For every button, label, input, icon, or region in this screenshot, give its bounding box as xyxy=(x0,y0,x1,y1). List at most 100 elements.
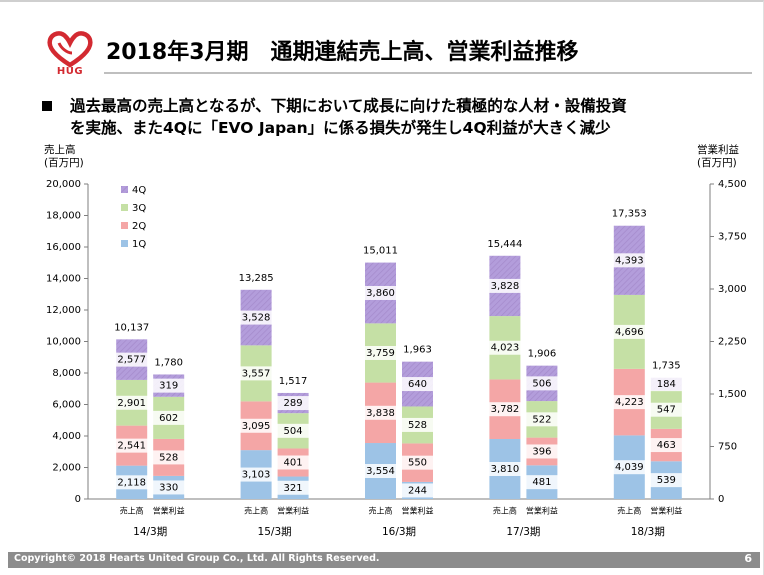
profit-value-label-bg xyxy=(401,483,434,498)
period-label: 14/3期 xyxy=(133,526,167,538)
sales-value-label: 4,393 xyxy=(615,255,644,266)
sales-value-label-bg xyxy=(364,405,397,420)
sales-value-label-bg xyxy=(488,278,521,293)
sales-value-label: 3,810 xyxy=(491,464,520,475)
profit-total-label: 1,780 xyxy=(154,357,183,368)
bar-category-label: 営業利益 xyxy=(277,506,309,516)
left-tick-label: 12,000 xyxy=(46,305,81,316)
page-number: 6 xyxy=(744,552,752,565)
legend-label: 3Q xyxy=(132,203,146,214)
profit-value-label: 528 xyxy=(408,420,427,431)
profit-value-label-bg xyxy=(401,417,434,432)
left-tick-label: 10,000 xyxy=(46,337,81,348)
legend-label: 2Q xyxy=(132,221,146,232)
profit-value-label-bg xyxy=(401,455,434,470)
right-tick-label: 2,250 xyxy=(718,337,747,348)
bar-category-label: 売上高 xyxy=(369,506,393,516)
profit-value-label-bg xyxy=(277,396,310,411)
left-tick-label: 14,000 xyxy=(46,274,81,285)
title-divider xyxy=(104,72,752,74)
sales-value-label: 3,860 xyxy=(366,288,395,299)
bar-category-label: 売上高 xyxy=(120,506,144,516)
sales-value-label-bg xyxy=(115,438,148,453)
sales-value-label-bg xyxy=(115,395,148,410)
sales-value-label: 3,528 xyxy=(242,313,271,324)
copyright-text: Copyright© 2018 Hearts United Group Co.,… xyxy=(14,553,380,564)
profit-value-label-bg xyxy=(525,475,558,490)
profit-value-label-bg xyxy=(277,423,310,438)
profit-value-label: 522 xyxy=(532,414,551,425)
period-label: 15/3期 xyxy=(258,526,292,538)
sales-value-label: 3,828 xyxy=(491,281,520,292)
bar-category-label: 売上高 xyxy=(493,506,517,516)
profit-value-label-bg xyxy=(650,377,683,392)
sales-value-label-bg xyxy=(240,366,273,381)
profit-value-label: 528 xyxy=(159,452,178,463)
left-tick-label: 8,000 xyxy=(52,368,81,379)
sales-value-label-bg xyxy=(613,395,646,410)
legend-swatch-3q xyxy=(121,204,128,211)
profit-value-label-bg xyxy=(650,402,683,417)
left-axis-title-line-1: 売上高 xyxy=(44,144,76,156)
profit-value-label: 504 xyxy=(284,426,303,437)
profit-value-label: 481 xyxy=(532,477,551,488)
heart-logo-icon xyxy=(47,31,93,68)
left-axis-title-line-2: (百万円) xyxy=(44,157,84,169)
right-tick-label: 1,500 xyxy=(718,389,747,400)
period-label: 18/3期 xyxy=(631,526,665,538)
sales-total-label: 10,137 xyxy=(114,322,149,333)
legend-swatch-2q xyxy=(121,222,128,229)
sales-total-label: 15,444 xyxy=(487,239,522,250)
sales-value-label-bg xyxy=(115,352,148,367)
profit-total-label: 1,517 xyxy=(279,376,308,387)
profit-value-label: 321 xyxy=(284,483,303,494)
sales-value-label: 3,554 xyxy=(366,466,395,477)
right-tick-label: 750 xyxy=(718,442,737,453)
right-tick-label: 3,750 xyxy=(718,232,747,243)
sales-value-label-bg xyxy=(115,475,148,490)
headline-line-2: を実施、また4Qに「EVO Japan」に係る損失が発生し4Q利益が大きく減少 xyxy=(70,119,611,137)
sales-value-label: 2,577 xyxy=(117,355,146,366)
legend-swatch-1q xyxy=(121,240,128,247)
profit-value-label-bg xyxy=(152,480,185,495)
profit-total-label: 1,906 xyxy=(528,349,557,360)
profit-total-label: 1,735 xyxy=(652,361,681,372)
right-tick-label: 3,000 xyxy=(718,284,747,295)
right-axis-title-line-2: (百万円) xyxy=(697,157,737,169)
bar-category-label: 売上高 xyxy=(617,506,641,516)
sales-value-label-bg xyxy=(488,340,521,355)
profit-value-label: 401 xyxy=(284,457,303,468)
left-tick-label: 6,000 xyxy=(52,400,81,411)
sales-value-label: 3,557 xyxy=(242,368,271,379)
headline-line-1: 過去最高の売上高となるが、下期において成長に向けた積極的な人材・設備投資 xyxy=(70,97,627,115)
profit-value-label-bg xyxy=(525,444,558,459)
profit-value-label-bg xyxy=(277,455,310,470)
bar-category-label: 営業利益 xyxy=(153,506,185,516)
profit-value-label: 463 xyxy=(657,440,676,451)
sales-value-label: 4,223 xyxy=(615,397,644,408)
profit-value-label: 330 xyxy=(159,482,178,493)
profit-value-label: 506 xyxy=(532,378,551,389)
sales-value-label: 4,039 xyxy=(615,462,644,473)
sales-value-label: 4,023 xyxy=(491,343,520,354)
bar-category-label: 営業利益 xyxy=(650,506,682,516)
sales-value-label: 3,782 xyxy=(491,404,520,415)
profit-value-label: 547 xyxy=(657,405,676,416)
legend-label: 4Q xyxy=(132,185,146,196)
sales-value-label-bg xyxy=(240,310,273,325)
right-axis-title: 営業利益 (百万円) xyxy=(697,144,739,170)
profit-value-label-bg xyxy=(152,450,185,465)
legend-label: 1Q xyxy=(132,239,146,250)
sales-total-label: 17,353 xyxy=(612,209,647,220)
sales-value-label: 2,118 xyxy=(117,477,146,488)
bar-category-label: 営業利益 xyxy=(526,506,558,516)
profit-value-label-bg xyxy=(152,378,185,393)
sales-total-label: 13,285 xyxy=(239,273,274,284)
left-tick-label: 18,000 xyxy=(46,211,81,222)
profit-value-label-bg xyxy=(277,480,310,495)
left-tick-label: 2,000 xyxy=(52,463,81,474)
profit-value-label: 640 xyxy=(408,379,427,390)
square-bullet-icon xyxy=(42,101,52,111)
left-axis-title: 売上高 (百万円) xyxy=(44,144,84,170)
